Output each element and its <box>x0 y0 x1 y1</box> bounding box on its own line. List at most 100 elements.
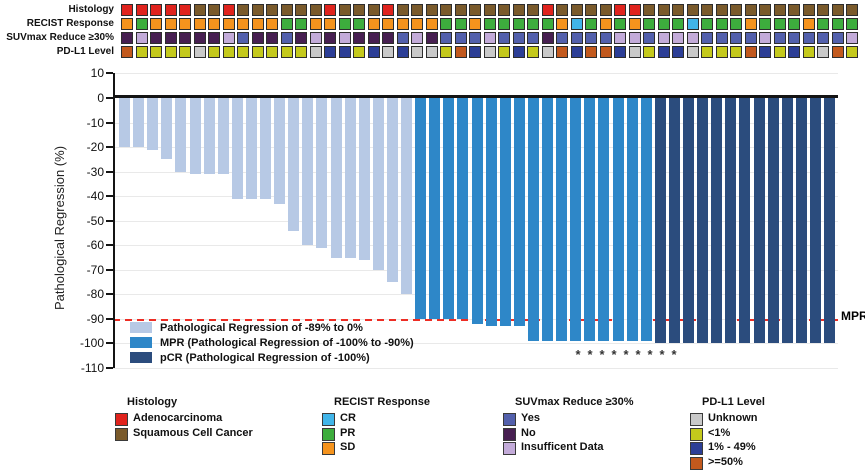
suvmax-cell <box>469 32 481 44</box>
suvmax-cell <box>411 32 423 44</box>
histology-cell <box>773 4 786 16</box>
y-tick-label: -30 <box>86 165 104 179</box>
legend-swatch <box>115 427 128 441</box>
histology-cell <box>686 4 699 16</box>
y-tick-label: -60 <box>86 238 104 252</box>
recist-cell <box>251 18 264 30</box>
bar <box>161 98 173 159</box>
bar <box>344 98 356 258</box>
legend-swatch <box>130 352 152 363</box>
y-axis-line <box>113 73 115 368</box>
pdl1-cell <box>135 46 148 58</box>
histology-cell <box>411 4 423 16</box>
bar <box>217 98 229 174</box>
suvmax-cell <box>440 32 452 44</box>
pdl1-cell <box>817 46 829 58</box>
bar <box>739 98 751 343</box>
pdl1-cell <box>570 46 583 58</box>
recist-cell <box>759 18 771 30</box>
pdl1-cell <box>280 46 293 58</box>
pdl1-cell <box>208 46 220 58</box>
bar <box>556 98 568 341</box>
pdl1-cell <box>527 46 539 58</box>
legend-label: Yes <box>521 412 540 424</box>
bar <box>513 98 525 326</box>
pdl1-cell <box>396 46 409 58</box>
legend-label: Squamous Cell Cancer <box>133 426 253 439</box>
pdl1-cell <box>773 46 786 58</box>
recist-cell <box>309 18 322 30</box>
y-tick <box>106 318 113 320</box>
suvmax-cell <box>164 32 177 44</box>
pdl1-cell <box>614 46 626 58</box>
bar <box>175 98 187 172</box>
recist-cell <box>179 18 191 30</box>
histology-cell <box>367 4 380 16</box>
suvmax-cell <box>527 32 539 44</box>
y-tick <box>106 171 113 173</box>
recist-cell <box>730 18 742 30</box>
y-tick <box>106 367 113 369</box>
recist-cell <box>527 18 539 30</box>
legend-swatch <box>690 442 703 455</box>
recist-cell <box>715 18 728 30</box>
legend-swatch <box>130 337 152 348</box>
recist-cell <box>541 18 554 30</box>
bar <box>668 98 680 343</box>
bar <box>457 98 469 319</box>
recist-cell <box>353 18 365 30</box>
suvmax-cell <box>541 32 554 44</box>
histology-cell <box>164 4 177 16</box>
asterisk-marker: * <box>599 347 605 362</box>
legend-group-title: Histology <box>127 396 178 408</box>
suvmax-cell <box>512 32 525 44</box>
histology-cell <box>657 4 670 16</box>
histology-cell <box>802 4 815 16</box>
histology-cell <box>309 4 322 16</box>
pdl1-cell <box>150 46 162 58</box>
suvmax-cell <box>570 32 583 44</box>
suvmax-cell <box>802 32 815 44</box>
histology-cell <box>454 4 467 16</box>
bar <box>485 98 497 326</box>
histology-cell <box>179 4 191 16</box>
recist-cell <box>121 18 133 30</box>
recist-cell <box>338 18 351 30</box>
suvmax-cell <box>730 32 742 44</box>
bar <box>429 98 441 319</box>
bar <box>358 98 370 260</box>
y-tick <box>106 195 113 197</box>
suvmax-cell <box>367 32 380 44</box>
suvmax-cell <box>614 32 626 44</box>
suvmax-cell <box>556 32 568 44</box>
recist-cell <box>237 18 249 30</box>
recist-cell <box>773 18 786 30</box>
pdl1-cell <box>643 46 655 58</box>
suvmax-cell <box>280 32 293 44</box>
recist-cell <box>585 18 597 30</box>
recist-cell <box>744 18 757 30</box>
recist-cell <box>512 18 525 30</box>
suvmax-cell <box>454 32 467 44</box>
pdl1-cell <box>251 46 264 58</box>
track-label-histology: Histology <box>68 4 114 15</box>
pdl1-cell <box>657 46 670 58</box>
histology-cell <box>701 4 713 16</box>
legend-label: 1% - 49% <box>708 441 756 453</box>
suvmax-cell <box>353 32 365 44</box>
suvmax-cell <box>817 32 829 44</box>
bar <box>499 98 511 326</box>
gridline <box>113 368 838 369</box>
recist-cell <box>425 18 438 30</box>
pdl1-cell <box>266 46 278 58</box>
pdl1-cell <box>759 46 771 58</box>
suvmax-cell <box>121 32 133 44</box>
pdl1-cell <box>483 46 496 58</box>
recist-cell <box>295 18 307 30</box>
recist-cell <box>280 18 293 30</box>
pdl1-cell <box>222 46 235 58</box>
y-tick-label: -110 <box>80 361 104 375</box>
y-tick-label: -70 <box>86 263 104 277</box>
zero-baseline <box>113 95 838 98</box>
asterisk-marker: * <box>611 347 617 362</box>
